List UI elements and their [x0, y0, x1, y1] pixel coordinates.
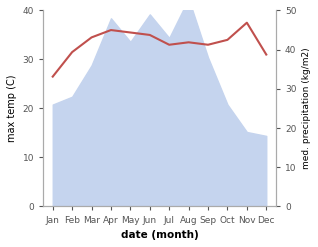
- X-axis label: date (month): date (month): [121, 230, 198, 240]
- Y-axis label: med. precipitation (kg/m2): med. precipitation (kg/m2): [302, 48, 311, 169]
- Y-axis label: max temp (C): max temp (C): [7, 75, 17, 142]
